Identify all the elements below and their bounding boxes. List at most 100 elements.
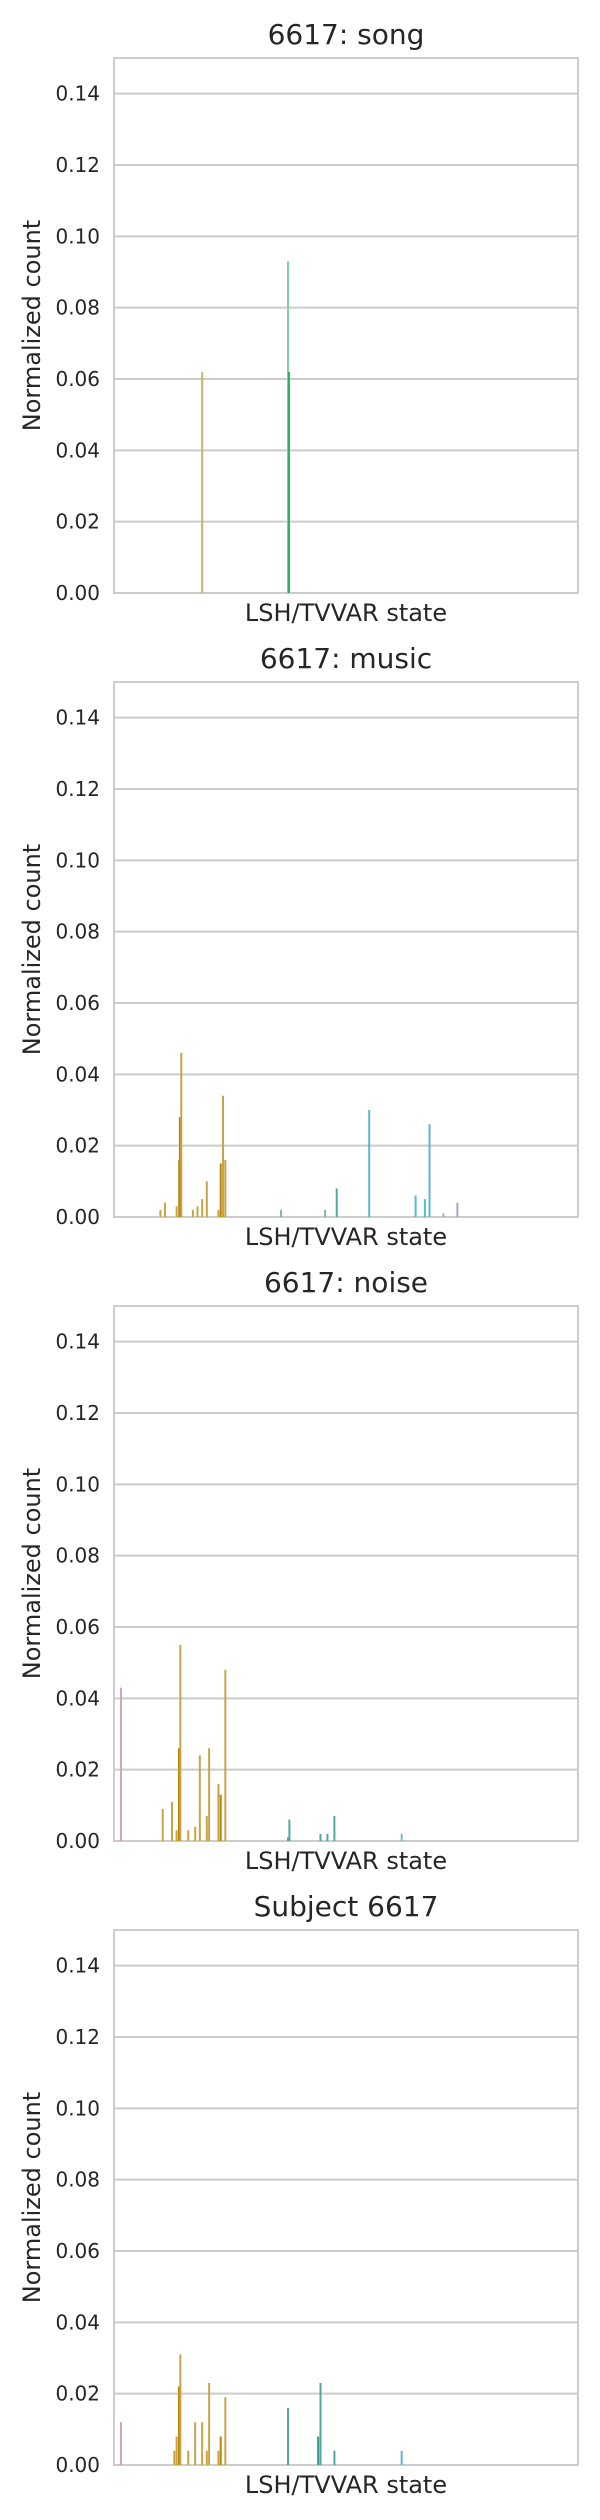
bar xyxy=(287,2407,289,2465)
bar xyxy=(423,1199,426,1217)
bar xyxy=(333,2450,336,2465)
chart-panel-4: 0.00 0.02 0.04 0.06 0.08 0.10 0.12 0.14 Subject … xyxy=(18,1890,579,2499)
plot-frame xyxy=(113,1305,579,1842)
y-axis-label: Normalized count xyxy=(18,1468,46,1679)
plot-frame xyxy=(113,681,579,1218)
chart-panel-1: 0.00 0.02 0.04 0.06 0.08 0.10 0.12 0.14 6617: so… xyxy=(18,18,579,627)
y-tick-label: 0.06 xyxy=(55,367,100,391)
bar xyxy=(400,2450,403,2465)
chart-title: 6617: song xyxy=(268,18,425,51)
bar xyxy=(187,2450,190,2465)
y-tick-label: 0.02 xyxy=(55,1758,100,1782)
bar xyxy=(177,2386,180,2465)
bar xyxy=(205,1816,208,1841)
bar xyxy=(201,1199,204,1217)
bar xyxy=(224,2397,227,2465)
bar xyxy=(180,1052,183,1217)
bar xyxy=(177,1748,180,1841)
bar xyxy=(194,1826,197,1841)
chart-title: 6617: music xyxy=(260,642,432,675)
bar xyxy=(319,1833,322,1841)
x-axis-label: LSH/TVVAR state xyxy=(245,599,447,627)
y-tick-label: 0.00 xyxy=(55,1829,100,1853)
bar xyxy=(205,1181,208,1217)
x-axis-label: LSH/TVVAR state xyxy=(245,1847,447,1875)
y-tick-label: 0.08 xyxy=(55,920,100,944)
y-tick-label: 0.12 xyxy=(55,1401,100,1425)
bar xyxy=(217,1209,220,1217)
bar xyxy=(456,1202,459,1217)
bar xyxy=(288,1819,291,1841)
y-tick-label: 0.12 xyxy=(55,2025,100,2049)
chart-panel-2: 0.00 0.02 0.04 0.06 0.08 0.10 0.12 0.14 6617: mu… xyxy=(18,642,579,1251)
bar xyxy=(428,1124,431,1217)
bar xyxy=(179,2354,182,2465)
chart-panel-3: 0.00 0.02 0.04 0.06 0.08 0.10 0.12 0.14 6617: no… xyxy=(18,1266,579,1875)
bar xyxy=(414,1195,417,1217)
y-tick-label: 0.04 xyxy=(55,438,100,462)
y-tick-label: 0.04 xyxy=(55,1686,100,1710)
chart-title: 6617: noise xyxy=(264,1266,428,1299)
y-tick-label: 0.02 xyxy=(55,1134,100,1158)
bar xyxy=(287,1837,289,1841)
y-tick-label: 0.10 xyxy=(55,224,100,248)
y-tick-label: 0.12 xyxy=(55,777,100,801)
bar xyxy=(335,1188,338,1217)
y-tick-label: 0.02 xyxy=(55,2382,100,2406)
y-axis-label: Normalized count xyxy=(18,2092,46,2303)
y-tick-label: 0.00 xyxy=(55,1205,100,1229)
bar xyxy=(224,1159,227,1217)
bar xyxy=(171,1801,173,1841)
bar xyxy=(333,1816,336,1841)
bar xyxy=(287,371,290,593)
y-tick-label: 0.14 xyxy=(55,1954,100,1978)
bar xyxy=(205,2450,208,2465)
bar xyxy=(222,1095,225,1217)
bar xyxy=(175,1206,178,1217)
bar xyxy=(198,1755,201,1841)
x-axis-label: LSH/TVVAR state xyxy=(245,1223,447,1251)
y-tick-label: 0.04 xyxy=(55,1062,100,1086)
bar xyxy=(224,1669,227,1841)
bar xyxy=(368,1110,371,1217)
y-tick-label: 0.08 xyxy=(55,2168,100,2192)
chart-title: Subject 6617 xyxy=(254,1890,439,1923)
bar xyxy=(280,1209,283,1217)
y-tick-label: 0.08 xyxy=(55,1544,100,1568)
bar xyxy=(178,1117,181,1217)
bar xyxy=(324,1209,327,1217)
bar xyxy=(173,2450,176,2465)
y-tick-label: 0.10 xyxy=(55,1472,100,1496)
bar xyxy=(208,2382,211,2465)
bar xyxy=(219,2436,222,2465)
y-tick-label: 0.06 xyxy=(55,991,100,1015)
x-axis-label: LSH/TVVAR state xyxy=(245,2471,447,2499)
bar xyxy=(175,1830,178,1841)
y-axis-label: Normalized count xyxy=(18,220,46,431)
bar xyxy=(219,1794,222,1841)
bar xyxy=(217,1783,220,1841)
y-tick-label: 0.14 xyxy=(55,1330,100,1354)
bar xyxy=(191,1209,194,1217)
plot-frame xyxy=(113,1929,579,2466)
bar xyxy=(317,2436,320,2465)
y-axis-label: Normalized count xyxy=(18,844,46,1055)
bar xyxy=(219,1163,222,1217)
y-tick-label: 0.00 xyxy=(55,581,100,605)
y-tick-label: 0.06 xyxy=(55,1615,100,1639)
bar xyxy=(201,2422,204,2465)
bar xyxy=(164,1202,167,1217)
bar xyxy=(217,2450,220,2465)
bar xyxy=(201,371,204,593)
bar xyxy=(159,1209,162,1217)
bar xyxy=(196,1206,199,1217)
bar xyxy=(119,1687,122,1841)
y-tick-label: 0.00 xyxy=(55,2453,100,2477)
bar xyxy=(400,1833,403,1841)
bar xyxy=(442,1213,445,1217)
bar xyxy=(194,2422,197,2465)
y-tick-label: 0.12 xyxy=(55,153,100,177)
y-tick-label: 0.02 xyxy=(55,510,100,534)
y-tick-label: 0.04 xyxy=(55,2310,100,2334)
